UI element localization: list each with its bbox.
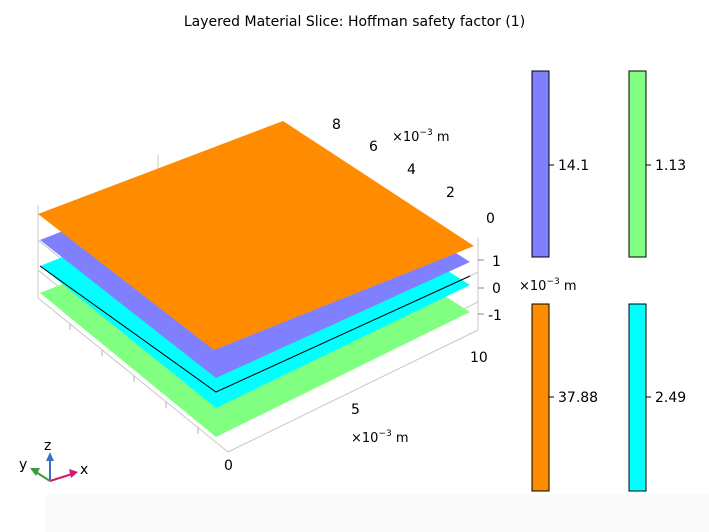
tick-label-y-8: 8 [332,117,341,133]
legend-bar-green [628,70,647,258]
tick-label-y-0: 0 [486,211,495,227]
triad-z-label: z [44,438,51,454]
legend-value-green: 1.13 [655,158,686,174]
tick-marks-z [478,259,484,315]
tick-marks-x [69,324,199,434]
legend-green: 1.13 [628,70,686,258]
tick-label-z-0: 0 [492,281,501,297]
triad-y-label: y [19,457,27,473]
triad-z-arrow-icon [46,452,54,461]
tick-label-y-4: 4 [407,162,416,178]
unit-label-z: ×10−3 m [519,277,577,294]
triad-x-axis [49,473,73,482]
triad-x-label: x [80,462,88,478]
tick-label-y-6: 6 [369,139,378,155]
tick-label-y-2: 2 [446,185,455,201]
triad-y-arrow-icon [30,468,40,476]
legend-bar-orange [531,303,550,492]
unit-label-x: ×10−3 m [351,429,409,446]
triad-y-axis [35,471,51,482]
tick-label-x-5: 5 [351,402,360,418]
legend-cyan: 2.49 [628,303,686,492]
layer-third-edge [39,265,471,393]
legend-bar-cyan [628,303,647,492]
tick-label-x-10: 10 [470,350,488,366]
legend-orange: 37.88 [531,303,598,492]
legend-purple: 14.1 [531,70,589,258]
tick-label-z-neg1: -1 [488,308,502,324]
legend-value-orange: 37.88 [558,390,598,406]
axis-triad: z x y [19,438,88,482]
legend-bar-purple [531,70,550,258]
legend-value-purple: 14.1 [558,158,589,174]
background-panel [45,495,709,532]
layer-top-orange [38,121,474,350]
legend-value-cyan: 2.49 [655,390,686,406]
tick-label-x-0: 0 [224,458,233,474]
tick-label-z-1: 1 [492,254,501,270]
plot-title: Layered Material Slice: Hoffman safety f… [183,14,526,30]
triad-x-arrow-icon [69,469,78,478]
unit-label-y: ×10−3 m [392,128,450,145]
